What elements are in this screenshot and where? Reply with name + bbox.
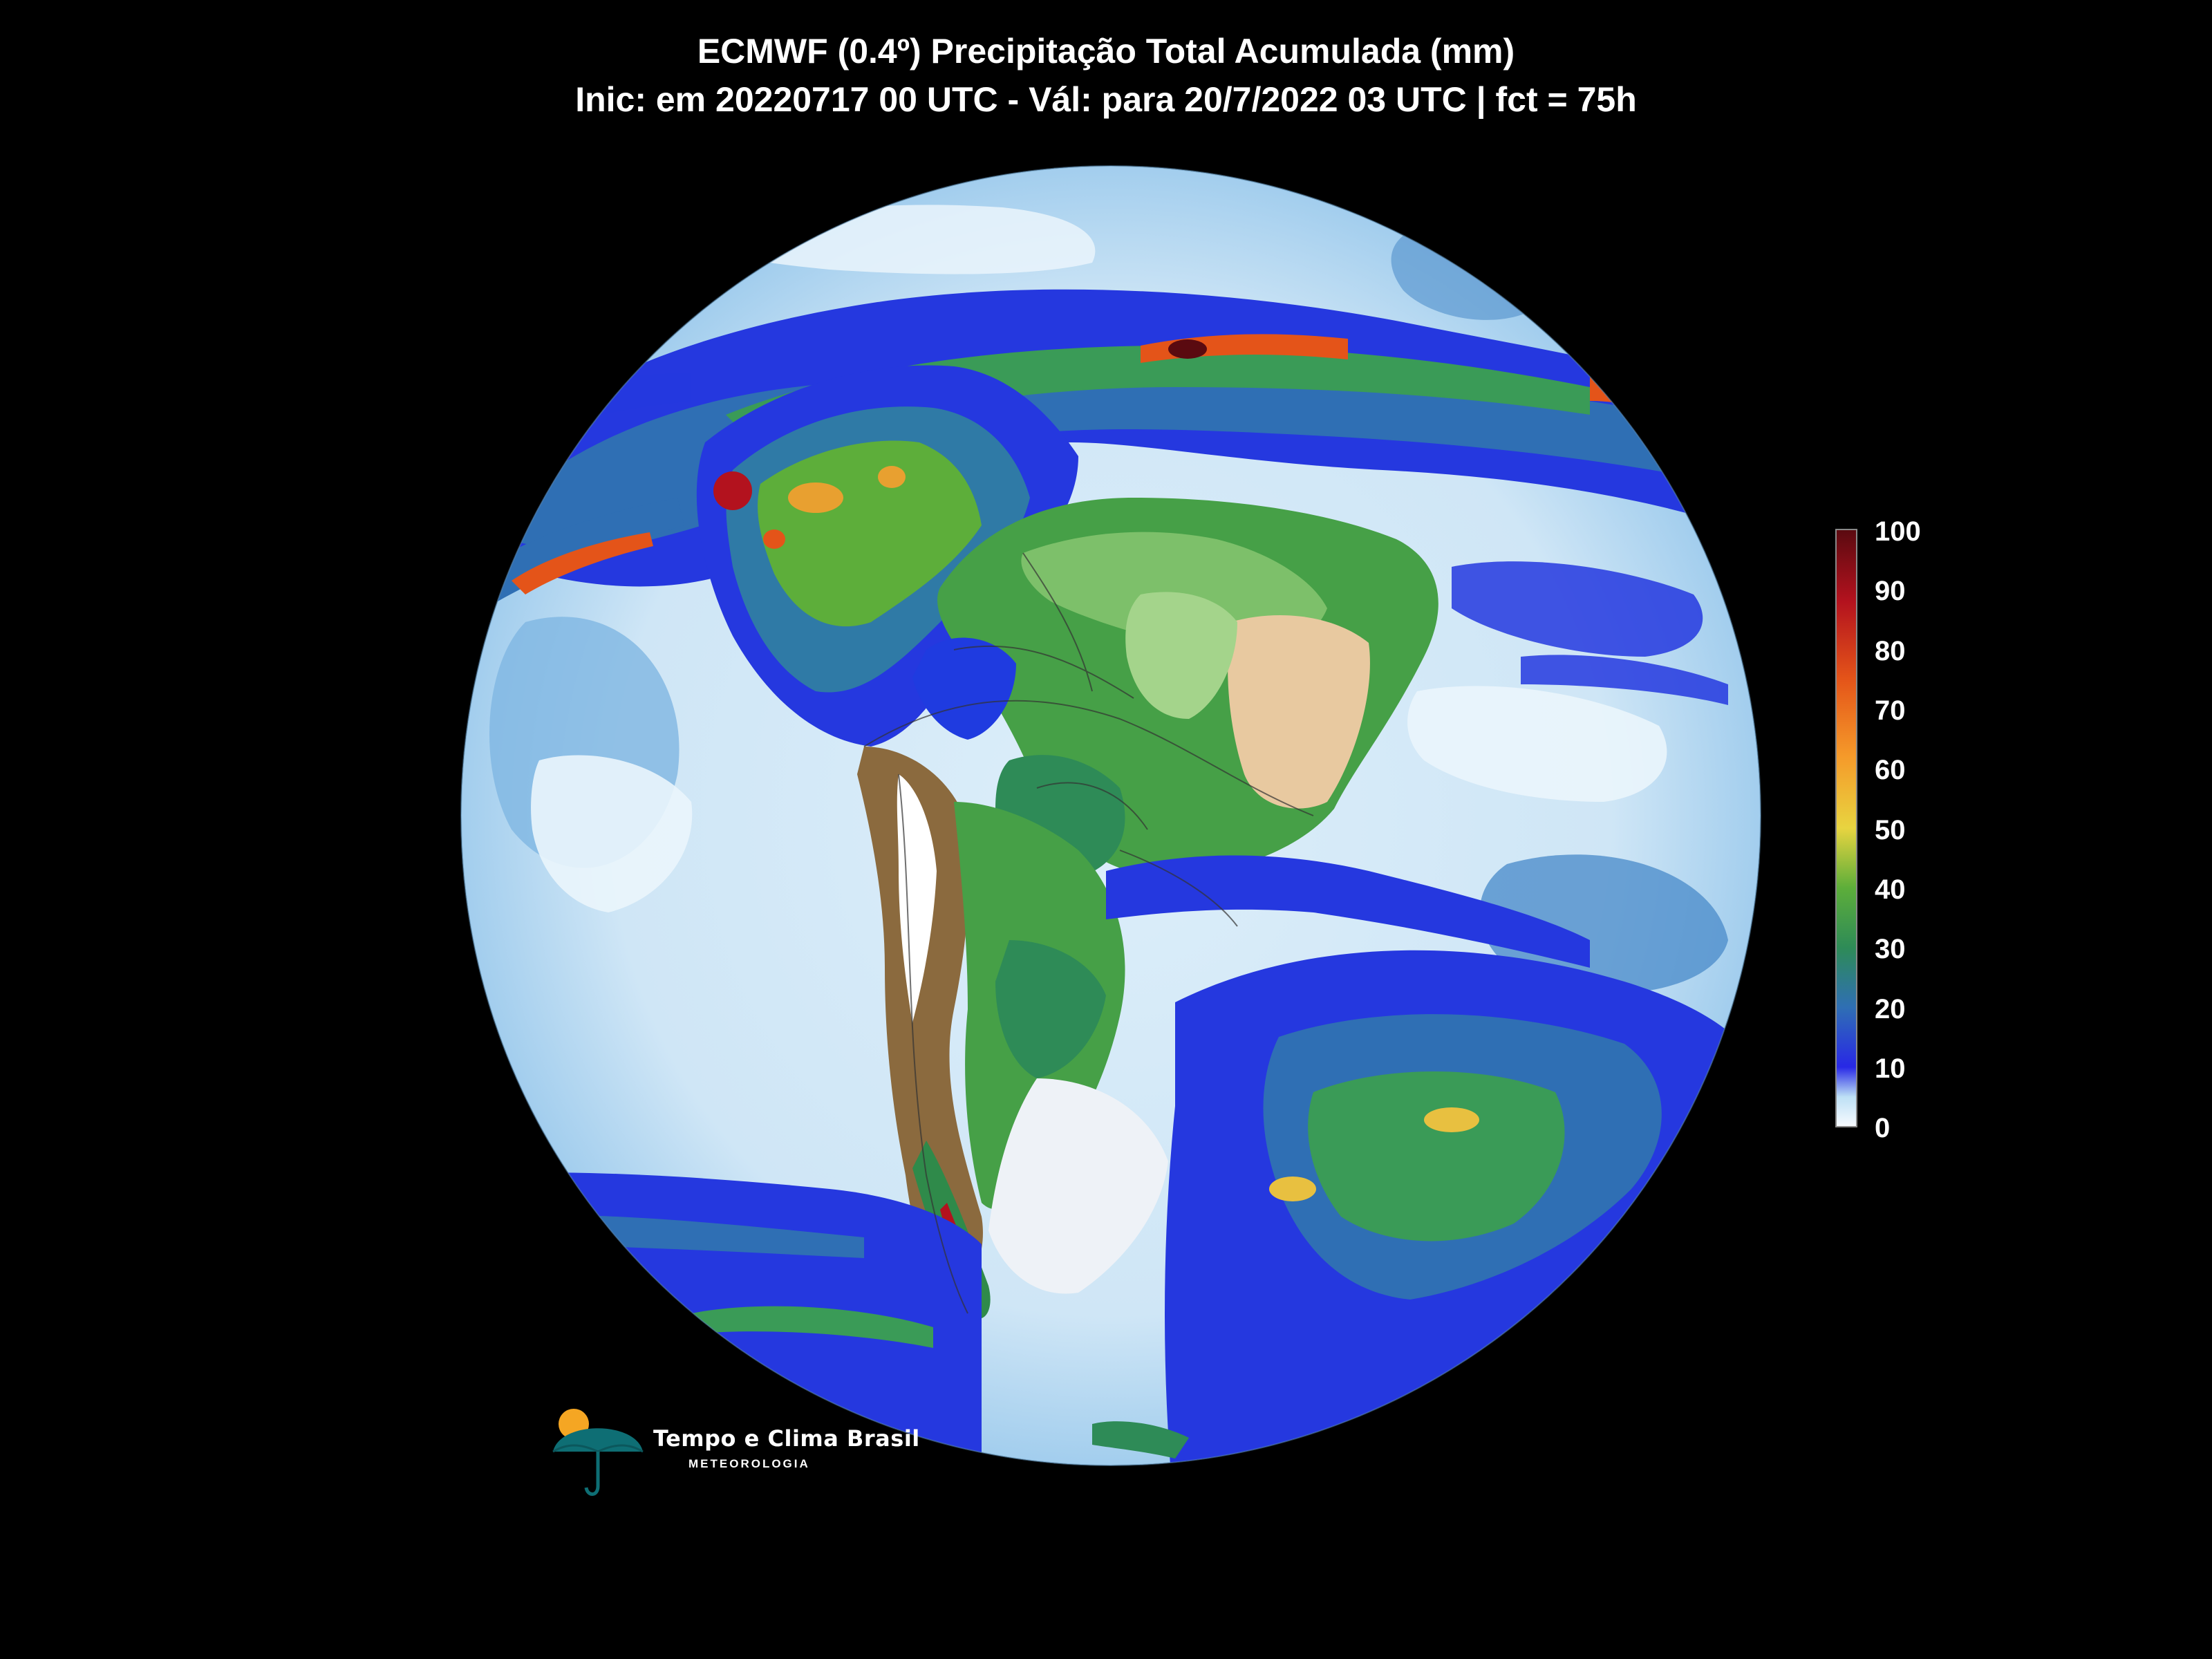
colorbar-label: 60	[1875, 755, 1906, 785]
umbrella-logo-icon	[552, 1409, 644, 1496]
colorbar-label: 90	[1875, 576, 1906, 606]
map-subtitle: Inic: em 20220717 00 UTC - Vál: para 20/…	[575, 80, 1637, 119]
colorbar-label: 80	[1875, 636, 1906, 666]
colorbar-label: 0	[1875, 1113, 1891, 1143]
logo-name: Tempo e Clima Brasil	[653, 1425, 920, 1452]
map-title: ECMWF (0.4º) Precipitação Total Acumulad…	[697, 32, 1515, 71]
country-borders	[863, 552, 1314, 1314]
colorbar-label: 40	[1875, 874, 1906, 905]
colorbar-label: 10	[1875, 1053, 1906, 1084]
colorbar	[1835, 529, 1857, 1127]
colorbar-gradient	[1835, 529, 1857, 1127]
logo-subtitle: METEOROLOGIA	[688, 1457, 810, 1470]
colorbar-label: 20	[1875, 994, 1906, 1024]
colorbar-label: 50	[1875, 815, 1906, 845]
globe-field	[461, 166, 1761, 1465]
colorbar-label: 100	[1875, 516, 1921, 547]
colorbar-label: 70	[1875, 695, 1906, 726]
colorbar-label: 30	[1875, 934, 1906, 964]
